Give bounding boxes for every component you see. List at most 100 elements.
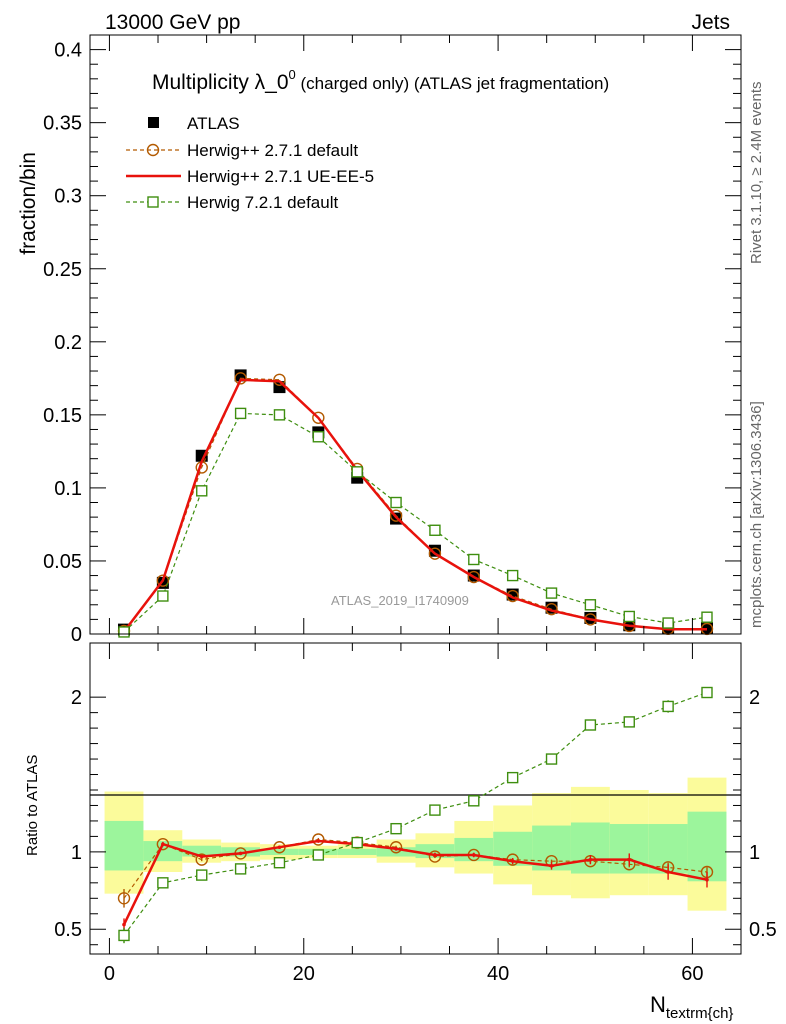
ratio-point-herwigpp_ueee5: [122, 922, 126, 927]
ratio-point-herwig7: [662, 700, 674, 713]
ratio-panel: 0.5 0.5 1 1 2 2 0 20 40 60 Ratio to ATLAS Ntextr…: [24, 642, 777, 1022]
main-y-tick-label: 0.25: [43, 259, 82, 281]
ratio-point-herwig7: [273, 857, 286, 869]
point-herwigpp_default: [389, 509, 403, 522]
ratio-point-herwigpp_ueee5: [471, 853, 476, 857]
series-line-herwigpp_ueee5: [123, 378, 707, 633]
ratio-point-herwigpp_default: [156, 837, 170, 851]
analysis-watermark: ATLAS_2019_I1740909: [331, 593, 469, 608]
ratio-y-tick-label-right: 2: [749, 687, 760, 709]
ratio-point-herwig7: [468, 795, 480, 807]
ratio-bands: [104, 777, 727, 911]
ratio-point-herwig7: [351, 836, 363, 849]
title-sup: 0: [289, 67, 296, 82]
ratio-point-herwigpp_ueee5: [238, 851, 243, 856]
ratio-marks: [117, 686, 714, 944]
header-left: 13000 GeV pp: [105, 11, 240, 34]
legend-hpp-ueee5-label: Herwig++ 2.7.1 UE-EE-5: [187, 167, 374, 186]
ratio-y-ticks: 0.5 0.5 1 1 2 2: [54, 687, 777, 946]
rivet-label: Rivet 3.1.10, ≥ 2.4M events: [748, 82, 765, 265]
ratio-point-herwigpp_ueee5: [549, 864, 554, 868]
point-herwig7: [351, 466, 363, 478]
ratio-point-herwig7: [312, 849, 325, 861]
point-herwigpp_default: [156, 574, 170, 587]
x-tick-label: 60: [681, 963, 703, 985]
ratio-y-label: Ratio to ATLAS: [24, 755, 41, 856]
ratio-y-tick-label: 2: [71, 687, 82, 709]
main-y-tick-label: 0: [71, 624, 82, 646]
x-axis-label: Ntextrm{ch}: [650, 992, 733, 1022]
ratio-point-herwigpp_ueee5: [394, 846, 398, 851]
point-herwig7: [312, 431, 325, 443]
point-herwig7: [196, 485, 208, 497]
point-herwig7: [623, 610, 635, 623]
main-y-tick-label: 0.4: [54, 40, 82, 62]
ratio-point-herwig7: [429, 804, 441, 816]
ratio-y-tick-label-right: 1: [749, 842, 760, 864]
point-herwig7: [157, 590, 169, 602]
legend-herwig7-label: Herwig 7.2.1 default: [187, 193, 338, 212]
ratio-point-herwigpp_ueee5: [666, 870, 670, 874]
legend-herwig7-marker: [147, 196, 159, 208]
ratio-band-inner: [570, 822, 610, 874]
ratio-frame: [89, 642, 742, 955]
x-tick-label: 0: [104, 963, 115, 985]
point-herwig7: [584, 599, 597, 611]
point-herwig7: [701, 611, 713, 623]
legend-hpp-default-label: Herwig++ 2.7.1 default: [187, 141, 358, 160]
ratio-point-herwig7: [623, 716, 635, 728]
main-y-label: fraction/bin: [17, 152, 40, 255]
ratio-band-inner: [260, 848, 299, 855]
ratio-point-herwigpp_default: [195, 853, 208, 866]
ratio-line-herwig7: [123, 691, 708, 936]
ratio-x-ticks: 0 20 40 60: [104, 643, 704, 985]
ratio-point-herwig7: [157, 877, 169, 889]
chart-title: Multiplicity λ_00 (charged only) (ATLAS …: [152, 67, 609, 94]
main-marks: [117, 369, 714, 638]
point-herwig7: [390, 496, 402, 509]
point-herwig7: [429, 524, 441, 536]
ratio-point-herwig7: [506, 771, 519, 784]
main-y-tick-label: 0.2: [54, 332, 82, 354]
ratio-y-tick-label-right: 0.5: [749, 919, 777, 941]
title-main: Multiplicity λ_0: [152, 71, 289, 94]
ratio-point-herwigpp_default: [117, 892, 131, 905]
ratio-point-herwig7: [196, 869, 208, 881]
ratio-point-herwig7: [545, 753, 558, 765]
legend-hpp-default-marker: [146, 143, 160, 157]
ratio-point-herwigpp_ueee5: [161, 842, 165, 846]
point-herwig7: [234, 407, 247, 420]
ratio-point-herwigpp_default: [312, 833, 325, 846]
ratio-band-inner: [376, 847, 416, 857]
x-label-sub: textrm{ch}: [666, 1005, 734, 1022]
point-herwig7: [506, 569, 519, 582]
ratio-band-inner: [337, 848, 377, 855]
series-line-herwig7: [123, 412, 708, 633]
ratio-point-herwig7: [701, 686, 713, 699]
main-panel: 0 0.05 0.1 0.15 0.2 0.25 0.3 0.35 0.4 fraction/b…: [17, 34, 742, 646]
main-y-tick-label: 0.35: [43, 113, 82, 135]
ratio-point-herwigpp_ueee5: [705, 877, 709, 882]
mcplots-label: mcplots.cern.ch [arXiv:1306.3436]: [748, 401, 765, 628]
ratio-point-herwigpp_ueee5: [627, 857, 632, 862]
point-herwig7: [273, 409, 286, 421]
ratio-point-herwigpp_ueee5: [316, 839, 321, 843]
ratio-point-herwig7: [390, 822, 402, 835]
title-rest: (charged only) (ATLAS jet fragmentation): [296, 74, 609, 93]
ratio-point-herwigpp_ueee5: [277, 845, 282, 850]
ratio-point-herwigpp_default: [428, 850, 442, 863]
ratio-y-tick-label: 0.5: [54, 919, 82, 941]
header-right: Jets: [691, 11, 730, 34]
ratio-point-herwig7: [584, 719, 597, 731]
atlas-data-point: [428, 544, 441, 557]
ratio-point-herwig7: [118, 929, 130, 942]
main-y-ticks: 0 0.05 0.1 0.15 0.2 0.25 0.3 0.35 0.4: [43, 40, 741, 646]
main-y-tick-label: 0.05: [43, 551, 82, 573]
ratio-point-herwigpp_ueee5: [433, 853, 437, 857]
point-herwigpp_default: [506, 589, 519, 603]
ratio-point-herwigpp_ueee5: [588, 857, 593, 862]
x-label-main: N: [650, 992, 666, 1017]
ratio-band-inner: [182, 845, 222, 857]
x-tick-label: 20: [293, 963, 315, 985]
